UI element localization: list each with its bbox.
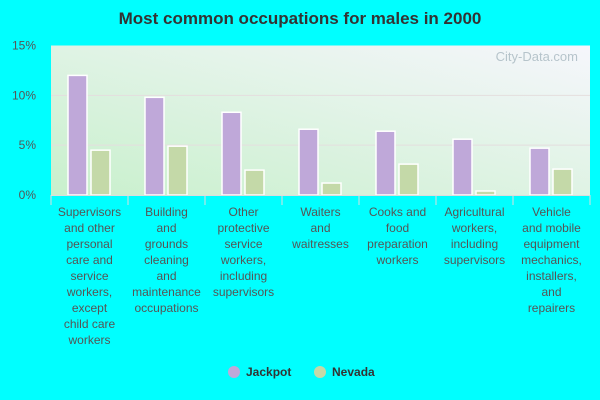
plot-area [51,45,590,195]
bar-jackpot [529,147,550,196]
legend-label: Jackpot [246,365,291,379]
bar-jackpot [375,130,396,196]
bar-jackpot [452,138,473,196]
y-tick-label: 15% [12,39,36,53]
watermark: City-Data.com [496,49,578,64]
x-category-label: Waiters and waitresses [291,205,349,251]
bar-nevada [475,190,496,196]
bar-nevada [167,145,188,196]
bar-nevada [398,163,419,196]
chart-title: Most common occupations for males in 200… [118,9,482,28]
x-category-label: Agricultural workers, including supervisors [444,205,505,267]
x-category-label: Building and grounds cleaning and maintenance… [132,205,201,315]
legend-swatch-jackpot [228,366,240,378]
bar-nevada [321,182,342,196]
legend-label: Nevada [332,365,375,379]
bar-jackpot [144,96,165,196]
y-tick-label: 0% [19,188,37,202]
bar-jackpot [298,128,319,196]
y-tick-label: 10% [12,88,36,102]
bar-nevada [90,149,111,196]
x-category-label: Vehicle and mobile equipment mechanics, inst… [521,205,582,315]
bar-nevada [552,168,573,196]
bar-nevada [244,169,265,196]
legend-swatch-nevada [314,366,326,378]
x-category-label: Supervisors and other personal care and serv… [58,205,121,347]
y-tick-label: 5% [19,138,37,152]
bar-jackpot [67,74,88,196]
bar-jackpot [221,111,242,196]
x-category-label: Cooks and food preparation workers [367,205,428,267]
x-category-label: Other protective service workers, including s… [213,205,274,299]
